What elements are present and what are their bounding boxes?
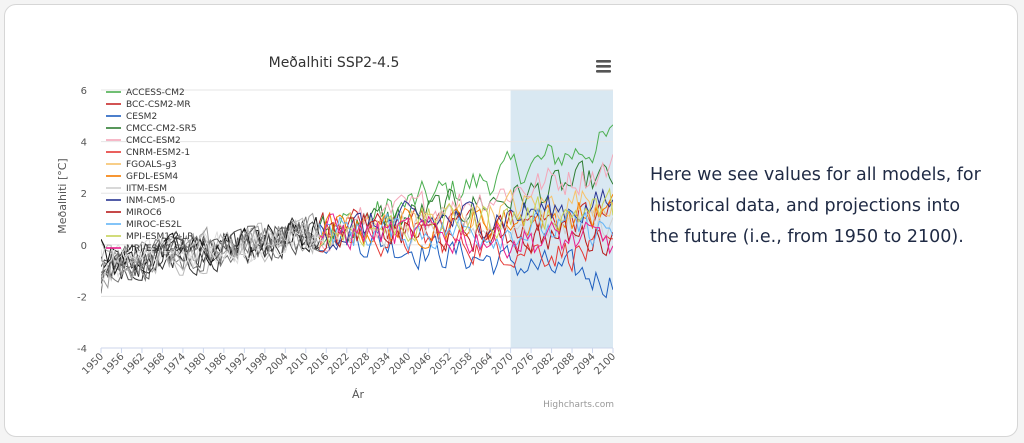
x-tick-label: 2028 — [347, 351, 373, 377]
legend-item[interactable]: INM-CM5-0 — [126, 196, 175, 206]
x-tick-label: 1950 — [80, 351, 106, 377]
series-line-miroc-es2l — [319, 207, 613, 252]
legend-item[interactable]: ACCESS-CM2 — [126, 88, 185, 98]
series-line-bcc-csm2-mr — [319, 200, 613, 246]
series-line-historical — [101, 221, 320, 279]
x-tick-label: 2058 — [449, 351, 475, 377]
x-tick-label: 1968 — [142, 351, 168, 377]
highlight-band — [510, 90, 613, 348]
y-tick-label: 0 — [81, 241, 87, 252]
x-tick-label: 1986 — [203, 351, 229, 377]
legend-item[interactable]: FGOALS-g3 — [126, 160, 177, 170]
legend-item[interactable]: BCC-CSM2-MR — [126, 100, 191, 110]
legend-item[interactable]: IITM-ESM — [126, 184, 167, 194]
y-tick-label: 2 — [81, 189, 87, 200]
x-tick-label: 2022 — [326, 351, 352, 377]
x-tick-label: 2082 — [531, 351, 557, 377]
x-axis-title: Ár — [352, 388, 365, 401]
series-line-gfdl-esm4 — [319, 193, 613, 249]
credits-link[interactable]: Highcharts.com — [543, 400, 614, 410]
y-axis-title: Meðalhiti [°C] — [56, 158, 69, 233]
y-tick-label: 4 — [81, 138, 87, 149]
legend-item[interactable]: MRI-ESM2-0 — [126, 244, 180, 254]
y-tick-label: -2 — [77, 292, 87, 303]
series-line-historical — [101, 216, 320, 283]
x-tick-label: 1992 — [224, 351, 250, 377]
y-tick-label: 6 — [81, 86, 87, 97]
description-text: Here we see values for all models, for h… — [650, 165, 981, 247]
x-tick-label: 1980 — [183, 351, 209, 377]
chart-title: Meðalhiti SSP2-4.5 — [269, 55, 400, 71]
series-line-historical — [101, 222, 320, 284]
x-tick-label: 1998 — [244, 351, 270, 377]
x-tick-label: 2040 — [388, 351, 414, 377]
x-tick-label: 2064 — [469, 351, 495, 377]
legend-item[interactable]: CMCC-ESM2 — [126, 136, 181, 146]
x-tick-label: 2010 — [285, 351, 311, 377]
series-line-historical — [101, 220, 320, 294]
legend-item[interactable]: MIROC6 — [126, 208, 162, 218]
series-line-historical — [101, 217, 320, 275]
series-line-cmcc-cm2-sr5 — [319, 160, 613, 243]
legend-item[interactable]: GFDL-ESM4 — [126, 172, 178, 182]
series-line-cmcc-esm2 — [319, 154, 613, 252]
series-line-historical — [101, 216, 320, 276]
x-tick-label: 1962 — [121, 351, 147, 377]
x-tick-label: 2076 — [510, 351, 536, 377]
series-line-inm-cm5-0 — [319, 188, 613, 251]
legend: ACCESS-CM2 BCC-CSM2-MR CESM2 CMCC-CM2-SR5 CM… — [106, 88, 197, 254]
x-tick-label: 2070 — [490, 351, 516, 377]
x-tick-label: 1974 — [162, 351, 188, 377]
hamburger-menu-icon[interactable] — [594, 58, 614, 74]
series-line-historical — [101, 225, 320, 287]
series-line-historical — [101, 216, 320, 281]
x-tick-label: 2100 — [592, 351, 618, 377]
legend-item[interactable]: CNRM-ESM2-1 — [126, 148, 190, 158]
x-tick-label: 2016 — [306, 351, 332, 377]
x-tick-label: 2088 — [551, 351, 577, 377]
legend-item[interactable]: CMCC-CM2-SR5 — [126, 124, 197, 134]
series-line-historical — [101, 212, 320, 271]
series-line-mpi-esm1-2-lr — [319, 187, 613, 248]
x-tick-label: 2052 — [429, 351, 455, 377]
series-line-historical — [101, 222, 320, 272]
x-tick-label: 2004 — [265, 351, 291, 377]
x-tick-label: 2094 — [572, 351, 598, 377]
series-line-miroc6 — [319, 212, 613, 257]
legend-item[interactable]: CESM2 — [126, 112, 157, 122]
y-tick-label: -4 — [77, 344, 87, 355]
x-tick-label: 2046 — [408, 351, 434, 377]
x-tick-label: 1956 — [101, 351, 127, 377]
series-line-historical — [101, 223, 320, 290]
legend-item[interactable]: MIROC-ES2L — [126, 220, 181, 230]
x-tick-label: 2034 — [367, 351, 393, 377]
series-line-mri-esm2-0 — [319, 213, 613, 260]
legend-item[interactable]: MPI-ESM1-2-LR — [126, 232, 193, 242]
